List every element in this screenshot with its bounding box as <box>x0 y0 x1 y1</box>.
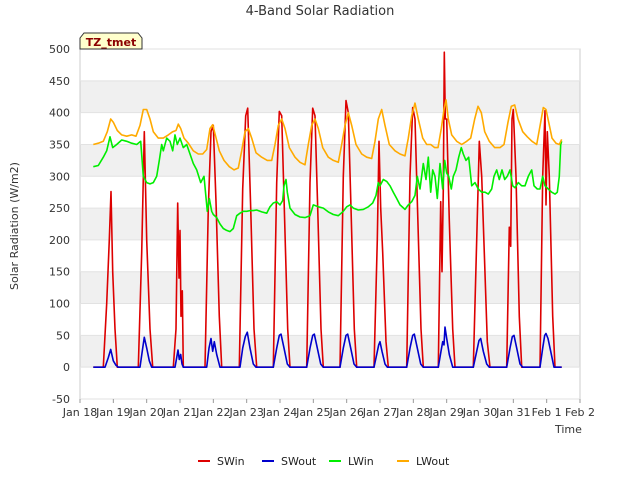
x-tick-label: Jan 24 <box>262 406 297 419</box>
grid-band <box>80 335 580 368</box>
grid-band <box>80 271 580 304</box>
station-badge: TZ_tmet <box>79 32 143 50</box>
legend-item-swin: SWin <box>198 455 245 468</box>
legend-item-swout: SWout <box>262 455 317 468</box>
grid-band <box>80 80 580 113</box>
series-lines <box>93 51 563 368</box>
x-tick-label: Jan 27 <box>362 406 397 419</box>
legend-label: LWout <box>416 455 450 468</box>
x-tick-label: Jan 26 <box>328 406 363 419</box>
x-tick-label: Jan 22 <box>195 406 230 419</box>
x-tick-label: Feb 1 <box>532 406 562 419</box>
legend-item-lwout: LWout <box>397 455 450 468</box>
grid-band <box>80 144 580 177</box>
x-tick-label: Jan 21 <box>162 406 197 419</box>
x-axis-title: Time <box>554 423 582 436</box>
series-line-swout <box>93 326 562 368</box>
series-line-lwin <box>93 134 563 233</box>
x-tick-label: Jan 20 <box>128 406 163 419</box>
legend-label: SWin <box>217 455 245 468</box>
x-tick-label: Jan 30 <box>462 406 497 419</box>
y-tick-label: 250 <box>49 202 70 215</box>
y-tick-label: 400 <box>49 107 70 120</box>
y-tick-label: 350 <box>49 138 70 151</box>
y-tick-label: 150 <box>49 266 70 279</box>
y-tick-label: 450 <box>49 75 70 88</box>
x-tick-label: Jan 31 <box>495 406 530 419</box>
y-tick-label: 200 <box>49 234 70 247</box>
x-tick-label: Jan 19 <box>95 406 130 419</box>
x-tick-label: Jan 23 <box>228 406 263 419</box>
series-line-swin <box>93 51 562 368</box>
x-tick-label: Feb 2 <box>565 406 595 419</box>
y-axis-title: Solar Radiation (W/m2) <box>8 162 21 290</box>
legend-label: SWout <box>281 455 317 468</box>
badge-label: TZ_tmet <box>86 36 136 49</box>
series-line-lwout <box>93 99 563 171</box>
x-tick-label: Jan 28 <box>395 406 430 419</box>
y-tick-label: -50 <box>52 393 70 406</box>
y-tick-label: 100 <box>49 298 70 311</box>
badge-box <box>79 32 143 50</box>
legend-label: LWin <box>348 455 374 468</box>
y-tick-label: 0 <box>63 361 70 374</box>
legend-item-lwin: LWin <box>329 455 374 468</box>
y-tick-label: 500 <box>49 43 70 56</box>
legend: SWin SWout LWin LWout <box>198 455 450 468</box>
x-tick-label: Jan 25 <box>295 406 330 419</box>
x-tick-label: Jan 29 <box>428 406 463 419</box>
y-tick-label: 300 <box>49 170 70 183</box>
chart-title: 4-Band Solar Radiation <box>246 4 395 19</box>
x-tick-label: Jan 18 <box>62 406 97 419</box>
y-tick-label: 50 <box>56 329 70 342</box>
